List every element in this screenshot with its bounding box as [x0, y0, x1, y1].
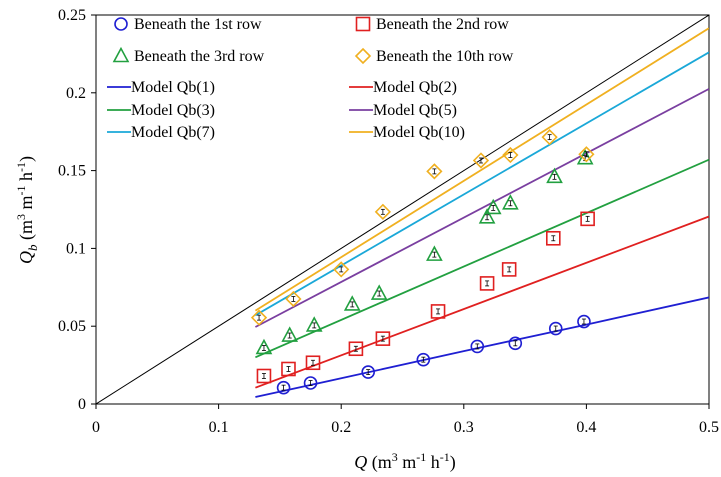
- data-point: [361, 365, 375, 379]
- reference-line: [96, 15, 709, 404]
- legend-item-beneath-the-3rd-row: Beneath the 3rd row: [112, 46, 265, 65]
- x-tick-label: 0.5: [699, 419, 719, 436]
- y-tick-label: 0.25: [58, 7, 86, 24]
- y-tick-label: 0.05: [58, 318, 86, 335]
- x-tick-label: 0: [92, 419, 100, 436]
- data-point: [305, 316, 323, 332]
- x-tick-label: 0.4: [576, 419, 596, 436]
- legend-marker: [114, 17, 128, 31]
- legend-item-model-qb-2: Model Qb(2): [349, 79, 457, 96]
- data-point: [479, 276, 495, 291]
- legend-label: Model Qb(3): [131, 102, 215, 119]
- series-beneath-the-1st-row: [276, 314, 591, 395]
- legend-label: Model Qb(7): [131, 124, 215, 141]
- data-point: [580, 211, 595, 227]
- markers-layer: [250, 129, 595, 395]
- data-point: [416, 352, 431, 367]
- data-point: [375, 331, 391, 346]
- data-point: [541, 129, 558, 146]
- data-point: [430, 304, 446, 319]
- legend-marker: [354, 47, 372, 65]
- legend-label: Beneath the 2nd row: [376, 16, 509, 33]
- legend-item-beneath-the-2nd-row: Beneath the 2nd row: [355, 16, 509, 33]
- legend-marker: [112, 46, 130, 63]
- data-point: [478, 208, 496, 224]
- data-point: [548, 321, 563, 336]
- data-point: [333, 261, 350, 278]
- legend-item-model-qb-10: Model Qb(10): [349, 124, 465, 141]
- data-point: [508, 336, 523, 351]
- reference-line-layer: [96, 15, 709, 404]
- legend: Beneath the 1st row Beneath the 2nd row Be…: [107, 16, 514, 141]
- series-line-model-qb-10: [254, 27, 709, 312]
- data-point: [578, 146, 595, 163]
- legend-item-model-qb-7: Model Qb(7): [107, 124, 215, 141]
- x-tick-label: 0.3: [454, 419, 474, 436]
- series-line-model-qb-2: [255, 215, 709, 389]
- data-point: [281, 326, 299, 342]
- axis-ticks-layer: 0 0.1 0.2 0.3 0.4 0.5 0 0.05 0.1 0.15 0.2 0.25: [58, 7, 719, 436]
- x-axis-title: Q (m3 m-1 h-1): [354, 450, 456, 473]
- data-point: [546, 167, 563, 184]
- x-tick-label: 0.1: [209, 419, 229, 436]
- data-point: [256, 368, 272, 384]
- y-tick-label: 0.2: [66, 85, 86, 102]
- data-point: [343, 295, 361, 311]
- data-point: [502, 146, 519, 164]
- y-axis-title: Qb (m3 m-1 h-1): [14, 156, 40, 264]
- data-point: [276, 380, 291, 395]
- legend-label: Model Qb(2): [373, 79, 457, 96]
- y-tick-label: 0.1: [66, 240, 86, 257]
- model-lines-layer: [254, 27, 709, 398]
- series-line-model-qb-5: [254, 88, 709, 328]
- series-beneath-the-2nd-row: [256, 211, 595, 384]
- legend-label: Model Qb(10): [373, 124, 465, 141]
- data-point: [285, 290, 302, 308]
- data-point: [374, 203, 392, 220]
- data-point: [281, 361, 296, 377]
- data-point: [501, 262, 517, 277]
- legend-item-beneath-the-1st-row: Beneath the 1st row: [114, 16, 262, 33]
- x-tick-label: 0.2: [331, 419, 351, 436]
- data-point: [348, 341, 364, 357]
- data-point: [577, 314, 591, 329]
- legend-label: Beneath the 10th row: [376, 48, 514, 65]
- data-point: [502, 194, 519, 210]
- series-beneath-the-3rd-row: [255, 148, 594, 355]
- legend-item-model-qb-3: Model Qb(3): [107, 102, 215, 119]
- series-line-model-qb-1: [255, 296, 709, 398]
- data-point: [250, 309, 268, 326]
- data-point: [470, 339, 485, 354]
- series-line-model-qb-7: [254, 51, 709, 317]
- data-point: [484, 198, 502, 215]
- data-point: [426, 245, 443, 261]
- data-point: [255, 338, 273, 355]
- y-tick-label: 0: [78, 396, 86, 413]
- legend-marker: [355, 16, 371, 32]
- legend-item-model-qb-5: Model Qb(5): [349, 102, 457, 119]
- data-point: [303, 376, 318, 390]
- y-tick-label: 0.15: [58, 163, 86, 180]
- legend-item-beneath-the-10th-row: Beneath the 10th row: [354, 47, 514, 65]
- data-point: [370, 284, 388, 300]
- data-point: [426, 163, 443, 180]
- legend-label: Model Qb(5): [373, 102, 457, 119]
- data-point: [545, 230, 561, 246]
- legend-label: Model Qb(1): [131, 79, 215, 96]
- data-point: [305, 355, 321, 371]
- series-beneath-the-10th-row: [250, 129, 595, 326]
- legend-label: Beneath the 3rd row: [134, 48, 265, 65]
- series-line-model-qb-3: [255, 158, 709, 359]
- legend-label: Beneath the 1st row: [134, 16, 262, 33]
- legend-item-model-qb-1: Model Qb(1): [107, 79, 215, 96]
- data-point: [472, 152, 490, 169]
